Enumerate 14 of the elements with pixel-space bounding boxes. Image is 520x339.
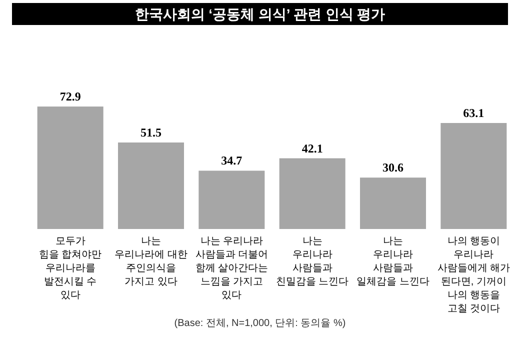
data-label: 34.7 [221,154,242,168]
data-label: 72.9 [60,90,81,104]
x-tick-label: 모두가 힘을 합쳐야만 우리나라를 발전시킬 수 있다 [38,236,102,301]
x-tick-label: 나는 우리나라 사람들과 더불어 함께 살아간다는 느낌을 가지고 있다 [195,236,268,301]
x-tick-label: 나는 우리나라에 대한 주인의식을 가지고 있다 [114,236,188,288]
chart-title: 한국사회의 ‘공동체 의식’ 관련 인식 평가 [134,6,386,22]
x-tick-label: 나의 행동이 우리나라 사람들에게 해가 된다면, 기꺼이 나의 행동을 고칠 것이다 [437,236,510,314]
data-label: 63.1 [463,106,484,120]
text: (Base: 전체, N=1,000, 단위: 동의율 %) [174,318,346,329]
data-label: 51.5 [140,125,162,140]
data-label: 30.6 [382,160,404,175]
x-tick-label: 나는 우리나라 사람들과 친밀감을 느낀다 [276,236,349,288]
x-tick-label: 나는 우리나라 사람들과 일체감을 느낀다 [356,236,430,288]
data-label: 42.1 [302,141,323,156]
